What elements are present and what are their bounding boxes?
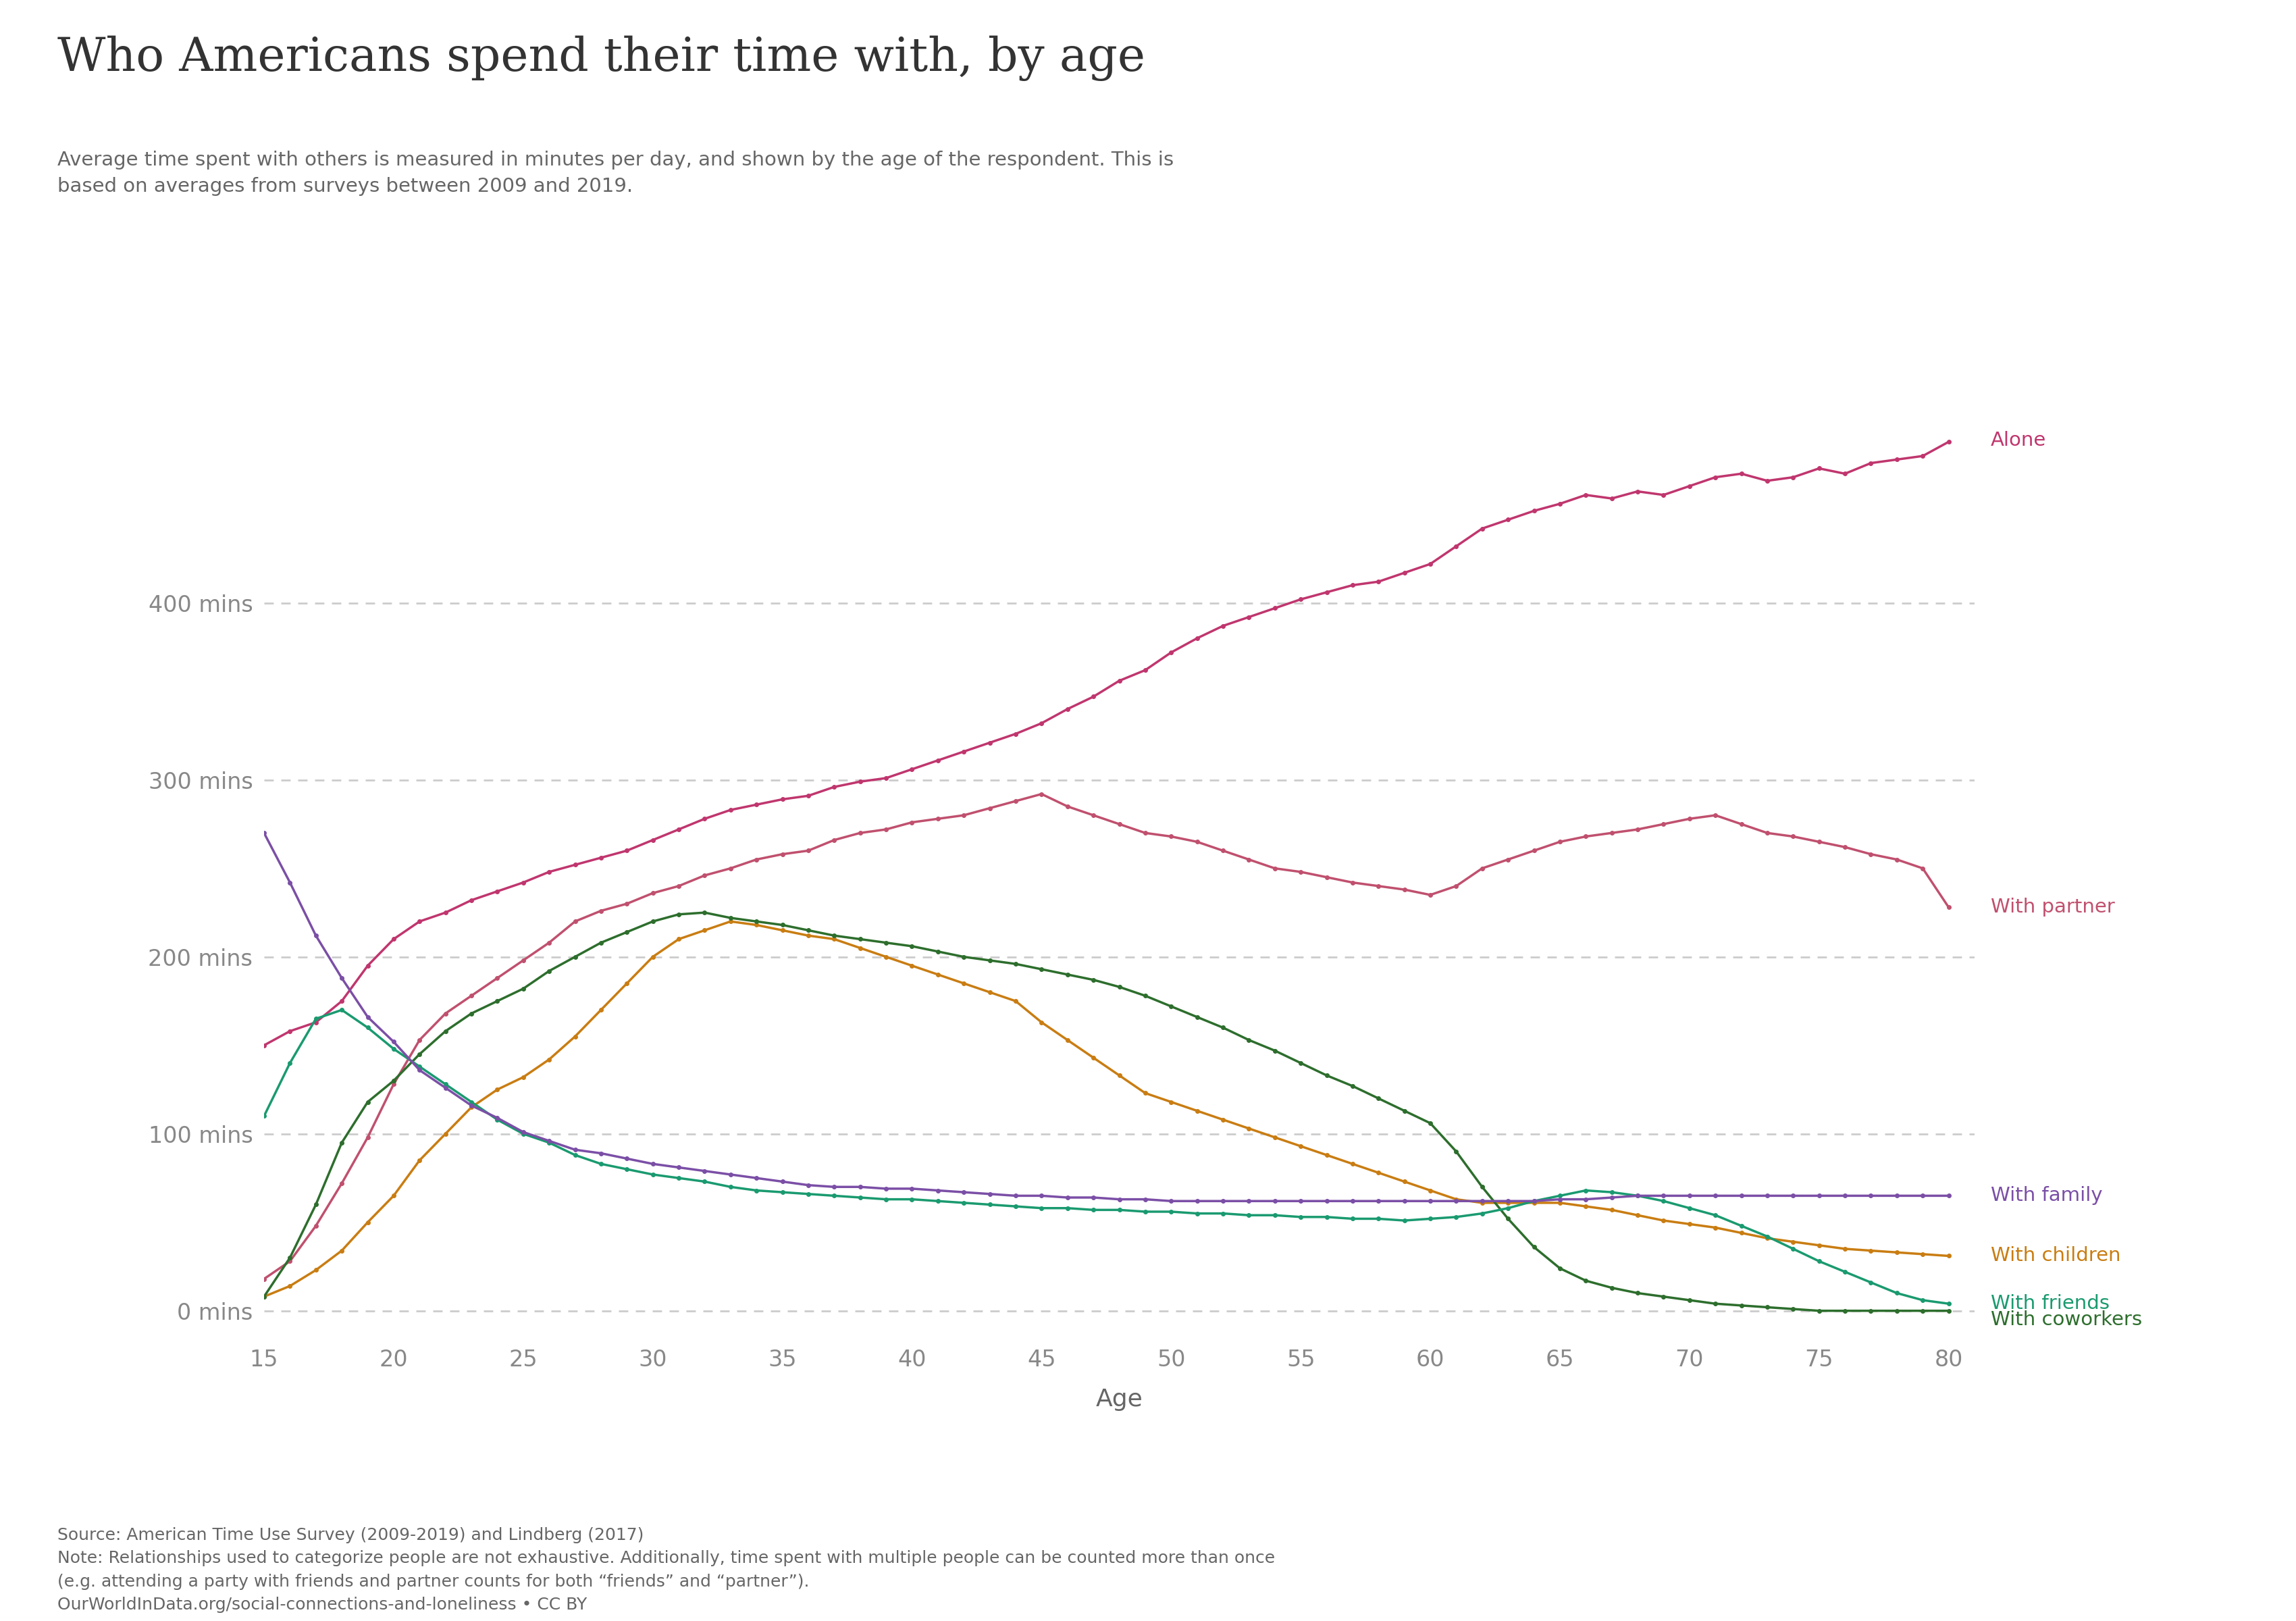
Text: Source: American Time Use Survey (2009-2019) and Lindberg (2017)
Note: Relations: Source: American Time Use Survey (2009-2…	[57, 1527, 1274, 1613]
Text: With partner: With partner	[1991, 898, 2115, 917]
Text: Average time spent with others is measured in minutes per day, and shown by the : Average time spent with others is measur…	[57, 151, 1173, 196]
Text: With children: With children	[1991, 1247, 2122, 1266]
Text: With friends: With friends	[1991, 1294, 2110, 1313]
Text: Alone: Alone	[1991, 431, 2046, 449]
Text: With coworkers: With coworkers	[1991, 1310, 2142, 1329]
X-axis label: Age: Age	[1095, 1388, 1143, 1410]
Text: With family: With family	[1991, 1187, 2103, 1204]
Text: Who Americans spend their time with, by age: Who Americans spend their time with, by …	[57, 36, 1146, 81]
Text: Our World
in Data: Our World in Data	[2078, 62, 2179, 102]
